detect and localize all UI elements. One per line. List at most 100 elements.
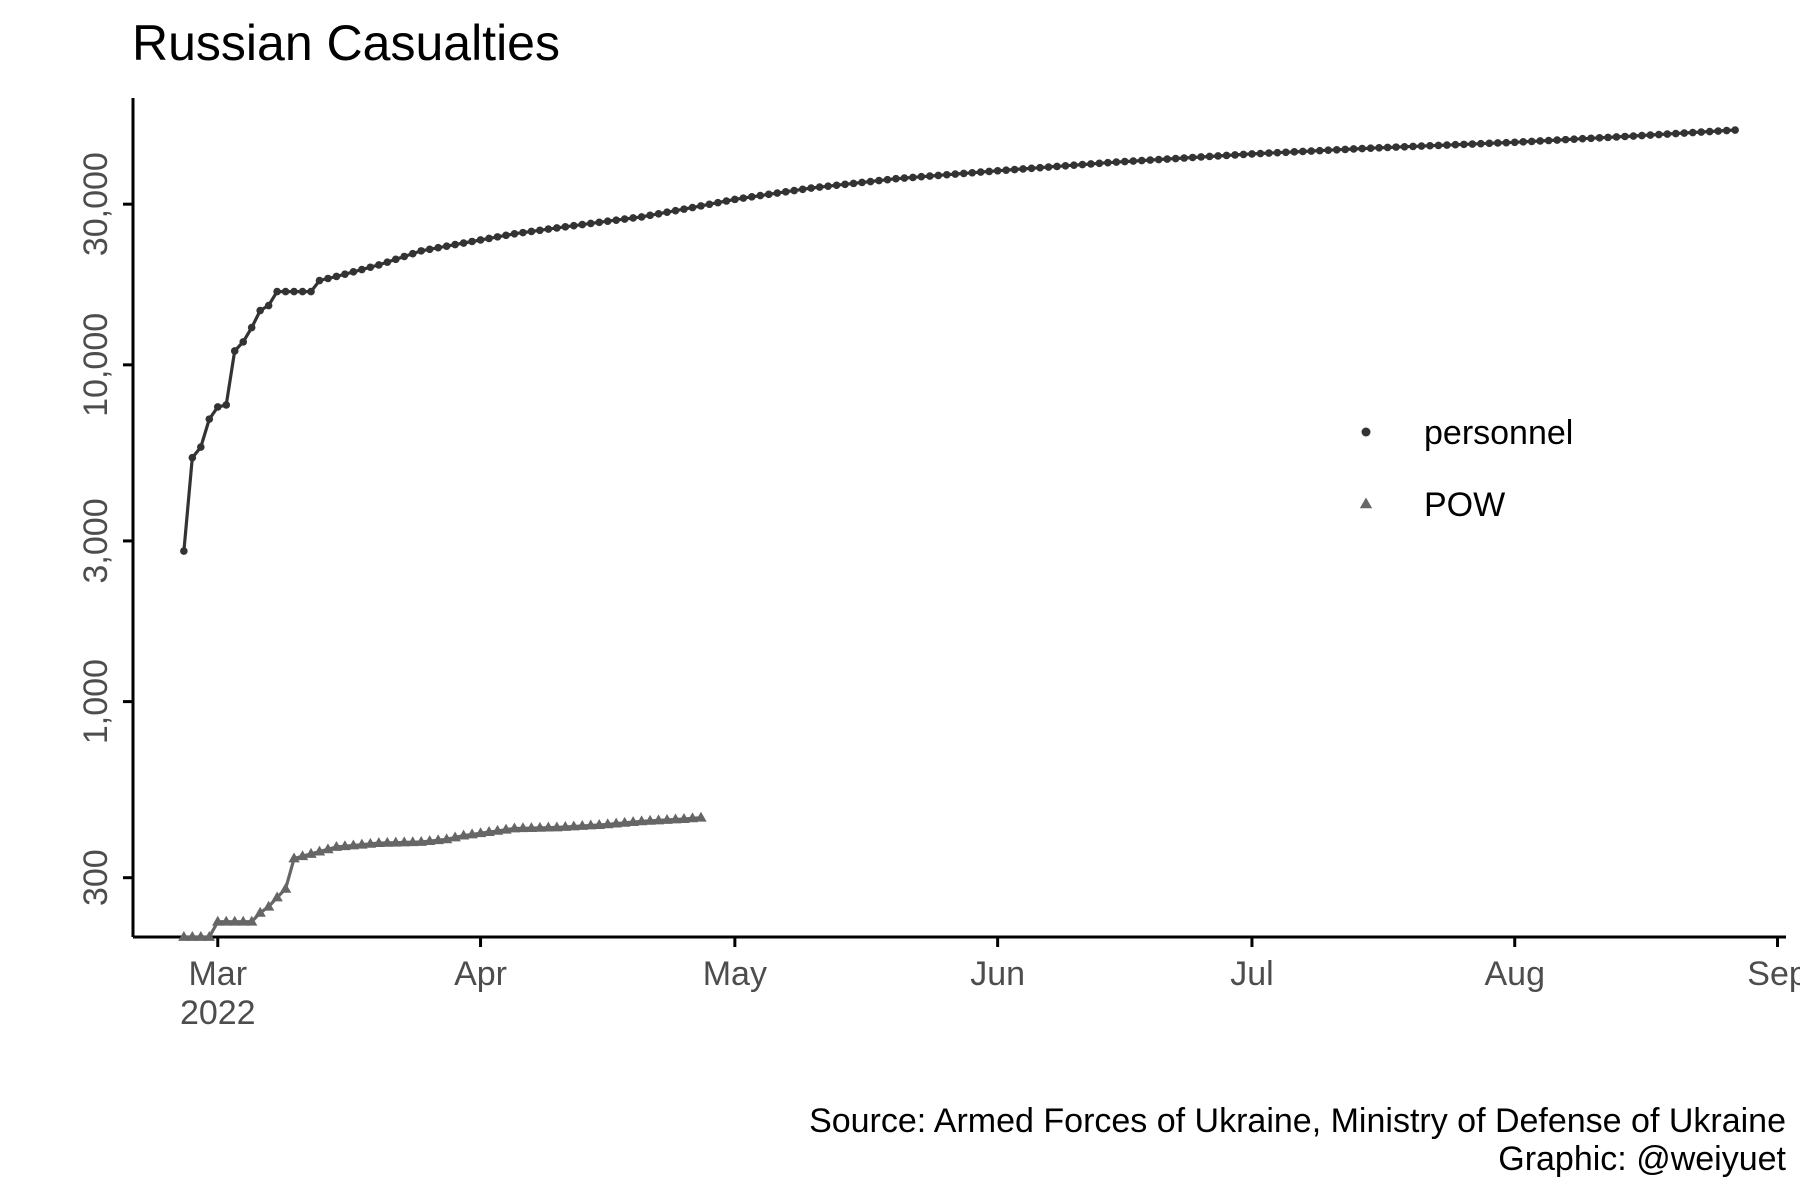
- chart-title: Russian Casualties: [132, 15, 560, 71]
- data-point: [423, 835, 436, 845]
- data-point: [1493, 139, 1502, 147]
- data-point: [519, 228, 527, 237]
- data-point: [1629, 132, 1638, 140]
- data-point: [900, 174, 909, 182]
- data-point: [1587, 134, 1595, 143]
- data-point: [934, 171, 943, 180]
- data-point: [705, 200, 714, 209]
- data-point: [220, 915, 232, 926]
- data-point: [866, 177, 875, 186]
- data-point: [637, 213, 646, 221]
- data-point: [892, 174, 900, 183]
- data-point: [1400, 142, 1409, 151]
- data-point: [381, 836, 394, 847]
- data-point: [305, 847, 317, 858]
- data-point: [1087, 160, 1095, 168]
- data-point: [1231, 151, 1239, 159]
- data-point: [417, 247, 426, 255]
- x-tick-label: May: [703, 955, 767, 993]
- data-point: [298, 287, 307, 296]
- data-point: [349, 268, 358, 276]
- data-point: [553, 224, 561, 232]
- data-point: [968, 168, 977, 177]
- data-point: [731, 195, 739, 204]
- data-point: [347, 839, 360, 850]
- data-point: [1375, 144, 1383, 152]
- data-point: [451, 240, 459, 249]
- data-point: [1239, 150, 1248, 159]
- data-point: [425, 245, 434, 254]
- data-point: [985, 167, 993, 176]
- data-point: [1595, 134, 1604, 142]
- data-point: [576, 820, 588, 830]
- y-tick-label: 3,000: [77, 498, 115, 583]
- data-point: [1688, 128, 1697, 137]
- data-point: [273, 287, 281, 296]
- data-point: [195, 931, 207, 941]
- data-point: [527, 227, 536, 236]
- caption-source: Source: Armed Forces of Ukraine, Ministr…: [809, 1102, 1786, 1140]
- data-point: [756, 191, 765, 200]
- data-point: [358, 265, 366, 274]
- data-point: [474, 827, 487, 838]
- data-point: [279, 882, 292, 893]
- data-point: [1578, 134, 1587, 143]
- data-point: [1146, 156, 1155, 164]
- data-point: [364, 837, 377, 848]
- data-point: [322, 843, 334, 854]
- data-point: [1621, 132, 1629, 141]
- data-point: [1078, 160, 1087, 169]
- data-point: [1672, 129, 1680, 138]
- data-point: [1731, 126, 1739, 134]
- data-point: [748, 193, 756, 201]
- data-point: [678, 813, 690, 823]
- data-point: [620, 215, 629, 223]
- data-point: [1544, 136, 1553, 145]
- data-point: [1299, 147, 1307, 156]
- data-point: [468, 237, 476, 246]
- series-pow: [178, 811, 707, 941]
- data-point: [1095, 159, 1104, 168]
- data-point: [1502, 138, 1511, 147]
- data-point: [1137, 156, 1146, 165]
- data-point: [256, 306, 264, 315]
- data-point: [1222, 151, 1231, 160]
- series-line-pow: [183, 816, 702, 939]
- data-point: [551, 821, 563, 832]
- data-point: [618, 816, 631, 827]
- chart-caption: Source: Armed Forces of Ukraine, Ministr…: [809, 1102, 1786, 1178]
- legend-item-personnel: personnel: [1361, 414, 1573, 452]
- data-point: [339, 840, 351, 851]
- data-point: [245, 915, 258, 926]
- data-point: [1604, 133, 1612, 142]
- data-point: [654, 209, 663, 218]
- data-point: [315, 276, 324, 285]
- legend-item-pow: POW: [1359, 486, 1505, 524]
- data-point: [652, 814, 665, 825]
- data-point: [841, 180, 849, 189]
- data-point: [1392, 143, 1400, 151]
- data-point: [237, 915, 249, 926]
- data-point: [909, 173, 917, 182]
- data-point: [493, 233, 502, 241]
- data-point: [383, 258, 392, 266]
- data-point: [212, 915, 224, 926]
- data-point: [1570, 135, 1578, 143]
- data-point: [373, 837, 385, 848]
- data-point: [1163, 155, 1171, 163]
- data-point: [646, 211, 654, 220]
- data-point: [1443, 141, 1451, 149]
- data-point: [534, 821, 546, 832]
- data-point: [408, 249, 417, 258]
- data-point: [536, 226, 544, 235]
- data-point: [976, 168, 985, 176]
- data-point: [197, 443, 205, 451]
- data-point: [483, 826, 495, 836]
- data-point: [1714, 127, 1722, 135]
- data-point: [602, 818, 614, 829]
- data-point: [1197, 153, 1205, 161]
- data-point: [398, 836, 410, 847]
- data-point: [390, 836, 402, 847]
- data-point: [951, 170, 960, 178]
